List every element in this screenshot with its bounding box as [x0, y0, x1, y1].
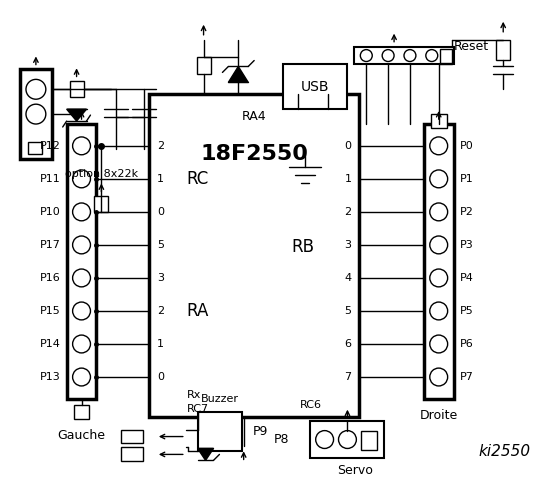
Text: RB: RB — [291, 238, 315, 255]
Text: RA4: RA4 — [242, 109, 267, 122]
Polygon shape — [228, 66, 248, 83]
Text: P12: P12 — [40, 141, 61, 151]
Bar — [197, 57, 211, 74]
Text: 7: 7 — [345, 372, 351, 382]
Text: P0: P0 — [460, 141, 473, 151]
Text: 1: 1 — [157, 339, 164, 349]
Text: P8: P8 — [274, 433, 290, 446]
Circle shape — [72, 137, 91, 155]
Circle shape — [426, 49, 438, 61]
Circle shape — [430, 335, 447, 353]
Text: USB: USB — [301, 80, 330, 94]
Circle shape — [26, 79, 46, 99]
Bar — [431, 114, 447, 128]
Bar — [28, 142, 42, 154]
Text: P17: P17 — [40, 240, 61, 250]
Bar — [310, 420, 384, 458]
Circle shape — [72, 203, 91, 221]
Text: P1: P1 — [460, 174, 473, 184]
Bar — [283, 64, 347, 109]
Text: 3: 3 — [157, 273, 164, 283]
Circle shape — [72, 302, 91, 320]
Text: Buzzer: Buzzer — [201, 394, 239, 404]
Text: P14: P14 — [40, 339, 61, 349]
Text: P7: P7 — [460, 372, 473, 382]
Text: 0: 0 — [157, 207, 164, 217]
Circle shape — [382, 49, 394, 61]
Circle shape — [430, 302, 447, 320]
Circle shape — [72, 236, 91, 254]
Text: Reset: Reset — [454, 40, 489, 53]
Bar — [197, 412, 242, 451]
Circle shape — [430, 236, 447, 254]
Text: P2: P2 — [460, 207, 473, 217]
Text: P5: P5 — [460, 306, 473, 316]
Text: RA: RA — [187, 302, 209, 320]
Circle shape — [26, 104, 46, 124]
Text: Droite: Droite — [420, 409, 458, 422]
Text: P9: P9 — [252, 425, 268, 438]
Circle shape — [72, 335, 91, 353]
Text: 5: 5 — [157, 240, 164, 250]
Circle shape — [430, 368, 447, 386]
Circle shape — [72, 170, 91, 188]
Text: Gauche: Gauche — [58, 429, 106, 442]
Text: 2: 2 — [157, 141, 164, 151]
Polygon shape — [197, 448, 213, 460]
Circle shape — [338, 431, 356, 448]
Bar — [121, 447, 143, 461]
Text: 3: 3 — [345, 240, 351, 250]
Bar — [74, 405, 90, 419]
Circle shape — [430, 203, 447, 221]
Text: RC6: RC6 — [300, 400, 322, 410]
Text: P4: P4 — [460, 273, 473, 283]
Circle shape — [430, 137, 447, 155]
Bar — [149, 94, 359, 417]
Circle shape — [72, 368, 91, 386]
Polygon shape — [67, 109, 86, 121]
Bar — [424, 124, 453, 399]
Text: 0: 0 — [157, 372, 164, 382]
Bar — [20, 70, 52, 159]
Bar — [67, 124, 96, 399]
Bar — [496, 40, 510, 60]
Text: P16: P16 — [40, 273, 61, 283]
Bar — [354, 47, 453, 64]
Circle shape — [316, 431, 333, 448]
Text: Servo: Servo — [337, 464, 373, 477]
Bar — [440, 48, 452, 62]
Text: 18F2550: 18F2550 — [200, 144, 308, 164]
Text: P15: P15 — [40, 306, 61, 316]
Text: P13: P13 — [40, 372, 61, 382]
Text: 1: 1 — [345, 174, 351, 184]
Text: 4: 4 — [345, 273, 351, 283]
Bar — [70, 81, 84, 97]
Text: P6: P6 — [460, 339, 473, 349]
Text: Rx: Rx — [187, 390, 201, 400]
Text: 5: 5 — [345, 306, 351, 316]
Text: RC: RC — [187, 170, 209, 188]
Text: RC7: RC7 — [187, 404, 209, 414]
Text: 6: 6 — [345, 339, 351, 349]
Circle shape — [361, 49, 372, 61]
Text: option 8x22k: option 8x22k — [65, 168, 138, 179]
Text: P11: P11 — [40, 174, 61, 184]
Bar — [95, 196, 108, 212]
Bar — [361, 431, 377, 450]
Circle shape — [404, 49, 416, 61]
Text: 2: 2 — [157, 306, 164, 316]
Circle shape — [72, 269, 91, 287]
Text: 1: 1 — [157, 174, 164, 184]
Text: ki2550: ki2550 — [479, 444, 531, 459]
Text: 2: 2 — [345, 207, 351, 217]
Text: P3: P3 — [460, 240, 473, 250]
Text: P10: P10 — [40, 207, 61, 217]
Circle shape — [430, 269, 447, 287]
Text: 0: 0 — [345, 141, 351, 151]
Circle shape — [430, 170, 447, 188]
Bar — [121, 430, 143, 444]
